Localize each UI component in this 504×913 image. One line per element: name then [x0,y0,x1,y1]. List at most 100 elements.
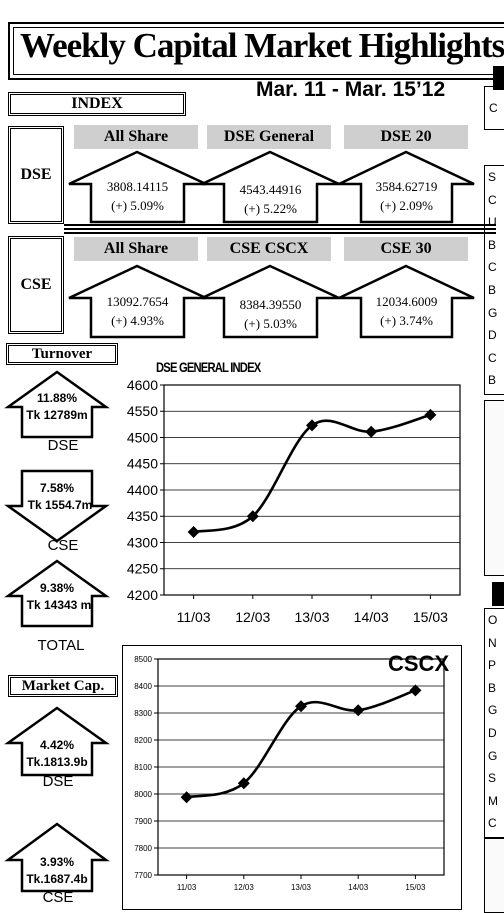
mcap-dse-amount: Tk.1813.9b [26,755,88,769]
y-tick-label: 8400 [134,682,152,691]
y-tick-label: 8100 [134,763,152,772]
side-row-initial: S [488,170,497,184]
cse-all-share-value: 13092.7654 [106,294,169,309]
mcap-cse-amount: Tk.1687.4b [26,872,88,886]
data-point [246,510,259,523]
turnover-label: Turnover [6,343,118,365]
tab-cse-all-share: All Share [74,237,198,261]
turnover-dse-amount: Tk 12789m [26,408,88,422]
turnover-cse-label: CSE [47,537,79,554]
dse-20-change: (+) 2.09% [380,198,433,213]
side-row-initial: P [488,658,497,673]
data-point [352,704,365,717]
index-label: INDEX [8,92,186,116]
side-row-initial: G [488,748,498,763]
side-row-initial: C [488,816,497,831]
side-row-initial: C [488,260,497,275]
x-tick-label: 13/03 [294,609,329,625]
y-tick-label: 7800 [134,844,152,853]
tab-dse-general: DSE General [207,125,331,149]
dse-all-share-change: (+) 5.09% [111,198,164,213]
right-panel-thumbnail-1 [484,400,504,576]
right-panel-header-bar [493,66,504,90]
dse-general-index-chart: 4200 4250 4300 4350 4400 4450 4500 4550 4600 11/0… [127,377,461,625]
dse-divider-2 [64,228,496,230]
side-row-initial: G [488,703,498,718]
data-point [306,419,318,432]
side-row-initial: O [488,613,498,627]
turnover-total-amount: Tk 14343 m [26,598,92,612]
data-point [237,777,250,790]
date-range: Mar. 11 - Mar. 15’12 [256,78,446,101]
y-tick-label: 7700 [134,871,152,880]
y-tick-label: 4350 [127,508,158,524]
x-tick-label: 15/03 [405,883,426,892]
chart2-title: CSCX [388,651,450,676]
y-tick-label: 7900 [134,817,152,826]
cse-cscx-value: 8384.39550 [239,297,302,312]
turnover-dse-pct: 11.88% [36,391,78,405]
series-line [193,413,431,534]
x-tick-label: 15/03 [413,609,448,625]
y-tick-label: 4600 [127,377,158,393]
side-row-initial: B [488,680,497,695]
chart2-frame [122,645,462,910]
y-tick-label: 8200 [134,736,152,745]
y-tick-label: 4400 [127,482,158,498]
tab-cse-30: CSE 30 [344,237,468,261]
dse-general-value: 4543.44916 [239,182,302,197]
side-row-initial: G [488,305,498,320]
dse-all-share-value: 3808.14115 [106,179,169,194]
y-tick-label: 4450 [127,456,158,472]
dse-20-value: 3584.62719 [375,179,438,194]
side-row-initial: D [488,725,497,740]
data-point [424,408,437,421]
right-panel-thumbnail-2 [484,838,504,913]
tab-dse-20: DSE 20 [344,125,468,149]
tab-cse-cscx: CSE CSCX [207,237,331,261]
data-point [180,791,193,804]
data-point [295,700,307,713]
right-panel-bar-2 [492,582,504,606]
side-row-initial: C [488,350,497,365]
side-row-initial: B [488,282,497,297]
side-row-initial: B [488,237,497,252]
mcap-dse-pct: 4.42% [39,738,75,752]
page-title: Weekly Capital Market Highlights: [20,26,504,65]
side-row-initial: M [488,793,498,808]
mcap-cse-label: CSE [42,889,74,906]
data-point [187,526,200,538]
cse-30-change: (+) 3.74% [380,313,433,328]
turnover-total-pct: 9.38% [39,581,75,595]
y-tick-label: 8300 [134,709,152,718]
data-point [409,684,422,697]
y-tick-label: 4300 [127,534,158,550]
side-row-initial: D [488,328,497,343]
cscx-chart: 7700 7800 7900 8000 8100 8200 8300 8400 8500 11/0… [134,655,445,892]
data-point [365,425,378,438]
right-panel-header: C [484,86,504,130]
mcap-cse-pct: 3.93% [39,855,75,869]
title-frame: Weekly Capital Market Highlights: [8,22,504,80]
cse-label: CSE [8,236,64,334]
x-tick-label: 12/03 [234,883,255,892]
y-tick-label: 4500 [127,429,158,445]
cse-divider [64,232,496,234]
dse-general-change: (+) 5.22% [244,201,297,216]
side-row-initial: C [488,192,497,207]
side-row-initial: U [488,215,497,230]
x-tick-label: 12/03 [235,609,270,625]
cse-30-value: 12034.6009 [375,294,438,309]
tab-dse-all-share: All Share [74,125,198,149]
turnover-cse-amount: Tk 1554.7m [27,498,93,512]
x-tick-label: 13/03 [291,883,312,892]
cse-cscx-change: (+) 5.03% [244,316,297,331]
dse-divider [64,224,496,226]
x-tick-label: 11/03 [177,883,197,892]
x-tick-label: 14/03 [354,609,389,625]
turnover-dse-label: DSE [47,437,79,454]
y-tick-label: 4250 [127,561,158,577]
y-tick-label: 8000 [134,790,152,799]
